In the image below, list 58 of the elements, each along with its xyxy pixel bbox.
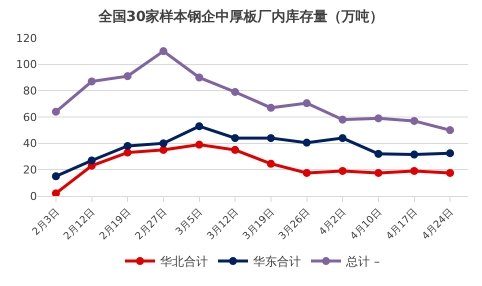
point xyxy=(231,134,240,142)
point xyxy=(338,116,347,124)
point xyxy=(52,108,60,116)
x-tick-label: 2月27日 xyxy=(134,206,170,242)
x-tick-label: 4月2日 xyxy=(317,206,348,238)
point xyxy=(159,139,168,148)
point xyxy=(52,172,60,180)
x-tick-label: 3月26日 xyxy=(276,206,312,242)
point xyxy=(266,104,275,112)
point xyxy=(374,168,382,177)
point xyxy=(195,74,204,82)
point xyxy=(302,168,311,177)
point xyxy=(338,166,347,175)
chart-title: 全国30家样本钢企中厚板厂内库存量（万吨） xyxy=(97,8,384,26)
point xyxy=(88,77,96,86)
x-tick-label: 2月19日 xyxy=(98,206,134,242)
point xyxy=(231,88,240,96)
point xyxy=(124,148,132,157)
point xyxy=(446,149,454,158)
legend-label: 总计 – xyxy=(345,254,380,269)
y-tick-label: 20 xyxy=(23,164,37,177)
point xyxy=(266,160,275,168)
y-tick-label: 60 xyxy=(23,110,37,124)
x-tick-label: 4月10日 xyxy=(348,206,384,242)
point xyxy=(410,116,418,125)
point xyxy=(124,72,132,80)
y-tick-label: 80 xyxy=(23,84,37,98)
point xyxy=(410,150,418,159)
point xyxy=(374,150,382,158)
y-tick-label: 120 xyxy=(16,32,37,45)
x-tick-label: 4月24日 xyxy=(420,206,456,242)
point xyxy=(231,146,240,154)
x-tick-label: 2月3日 xyxy=(30,206,62,238)
point xyxy=(52,189,60,196)
x-tick-label: 4月17日 xyxy=(384,206,420,242)
point xyxy=(159,146,168,154)
point xyxy=(302,138,311,147)
point xyxy=(195,140,204,149)
point xyxy=(410,166,418,175)
point xyxy=(195,122,204,130)
y-tick-label: 100 xyxy=(16,58,37,72)
point xyxy=(338,134,347,142)
x-tick-label: 3月5日 xyxy=(174,206,205,238)
point xyxy=(266,134,275,142)
point xyxy=(159,47,168,56)
x-tick-label: 3月12日 xyxy=(205,206,241,242)
point xyxy=(302,99,311,108)
x-tick-label: 2月12日 xyxy=(62,206,98,242)
point xyxy=(374,114,382,122)
point xyxy=(446,126,454,134)
legend-label: 华北合计 xyxy=(160,254,208,269)
y-tick-label: 0 xyxy=(30,190,37,203)
x-tick-label: 3月19日 xyxy=(241,206,277,242)
y-tick-label: 40 xyxy=(23,137,37,150)
legend-label: 华东合计 xyxy=(253,254,301,269)
point xyxy=(88,156,96,164)
point xyxy=(446,168,454,177)
point xyxy=(124,142,132,150)
